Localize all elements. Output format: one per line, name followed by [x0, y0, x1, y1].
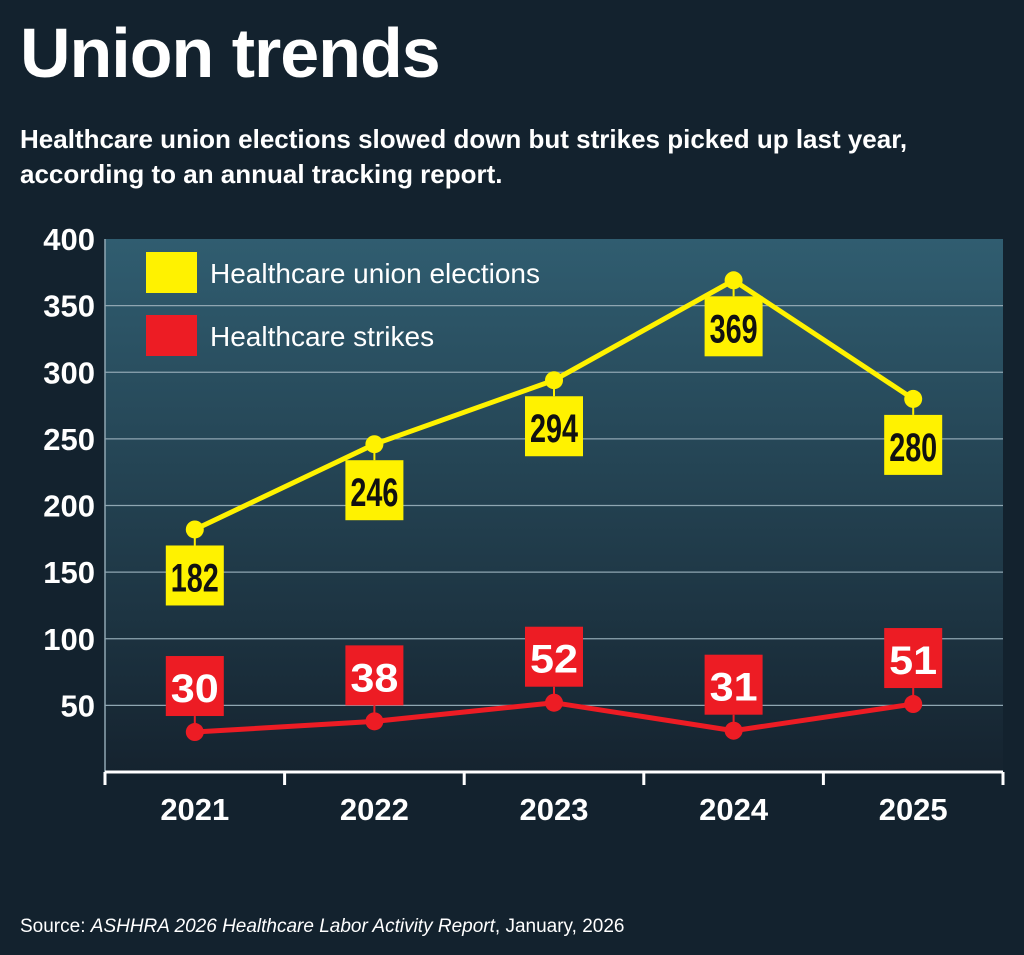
source-suffix: , January, 2026 — [494, 916, 625, 937]
data-label-box — [345, 645, 404, 706]
legend-label: Healthcare union elections — [210, 258, 540, 289]
data-label-box — [165, 656, 224, 717]
data-point — [904, 695, 923, 714]
data-label: 51 — [889, 639, 937, 683]
data-point — [365, 435, 384, 454]
legend-label: Healthcare strikes — [210, 321, 434, 352]
data-label-box — [345, 460, 404, 521]
data-label: 52 — [530, 638, 578, 682]
chart-subtitle: Healthcare union elections slowed down b… — [20, 124, 908, 189]
data-label: 369 — [710, 307, 758, 351]
data-point — [724, 271, 743, 290]
x-tick-label: 2024 — [699, 792, 769, 827]
data-label: 294 — [530, 407, 579, 451]
x-tick-label: 2025 — [879, 792, 948, 827]
source-note: Source: ASHHRA 2026 Healthcare Labor Act… — [20, 916, 624, 938]
y-tick-label: 200 — [43, 489, 95, 524]
x-tick-label: 2023 — [520, 792, 589, 827]
x-tick-label: 2022 — [340, 792, 409, 827]
data-label: 182 — [171, 556, 219, 600]
y-tick-label: 100 — [43, 622, 95, 657]
data-label: 38 — [350, 656, 398, 700]
data-label-box — [704, 654, 763, 715]
data-point — [185, 520, 204, 539]
y-tick-label: 150 — [43, 555, 95, 590]
y-tick-label: 300 — [43, 355, 95, 390]
data-label: 280 — [889, 426, 937, 470]
data-label: 30 — [171, 667, 219, 711]
data-label-box — [525, 396, 583, 457]
source-prefix: Source: — [20, 916, 91, 937]
data-point — [724, 721, 743, 740]
data-label-box — [165, 545, 224, 606]
legend-swatch — [146, 315, 197, 356]
data-point — [904, 389, 923, 408]
legend-swatch — [146, 252, 197, 293]
chart-title: Union trends — [20, 14, 441, 92]
data-label-box — [884, 628, 943, 689]
data-point — [185, 723, 204, 742]
x-tick-label: 2021 — [160, 792, 229, 827]
y-tick-label: 50 — [61, 688, 95, 723]
data-label-box — [884, 414, 943, 475]
data-point — [545, 693, 563, 712]
data-label: 31 — [710, 666, 758, 710]
data-point — [545, 371, 563, 390]
data-label-box — [525, 626, 583, 687]
y-tick-label: 400 — [43, 222, 95, 257]
source-report: ASHHRA 2026 Healthcare Labor Activity Re… — [90, 916, 495, 937]
data-label: 246 — [350, 471, 398, 515]
data-point — [365, 712, 384, 731]
data-label-box — [704, 296, 763, 357]
y-tick-label: 350 — [43, 289, 95, 324]
y-tick-label: 250 — [43, 422, 95, 457]
